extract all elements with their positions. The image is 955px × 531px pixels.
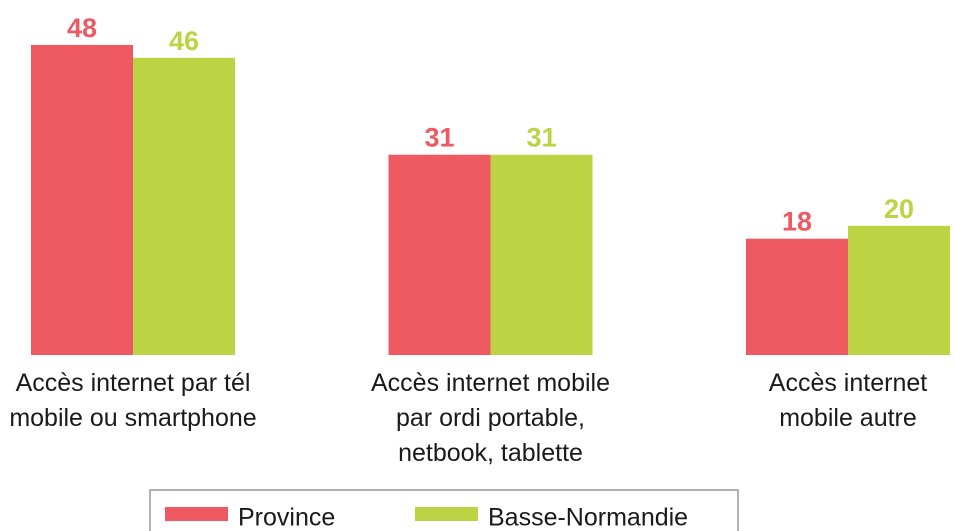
bar [746,238,848,355]
value-label: 31 [424,123,454,153]
bar [848,225,950,355]
legend-swatch [415,507,478,521]
bar [490,154,593,355]
category-label: Accès internet mobile par ordi portable,… [370,369,610,467]
legend-box [149,489,739,531]
value-label: 31 [526,123,556,153]
bar [388,154,491,355]
bar [133,57,235,356]
category-label: Accès internet par tél mobile ou smartph… [9,369,257,432]
legend-label: Province [238,504,335,531]
value-label: 48 [67,13,97,43]
value-label: 20 [884,194,914,224]
legend-label: Basse-Normandie [488,504,688,531]
legend-swatch [165,507,228,521]
bar [31,44,133,356]
category-label: Accès internet mobile autre [768,369,928,432]
value-label: 46 [169,26,199,56]
value-label: 18 [782,207,812,237]
